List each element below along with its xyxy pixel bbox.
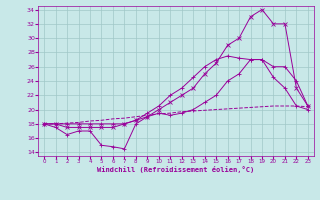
X-axis label: Windchill (Refroidissement éolien,°C): Windchill (Refroidissement éolien,°C) — [97, 166, 255, 173]
